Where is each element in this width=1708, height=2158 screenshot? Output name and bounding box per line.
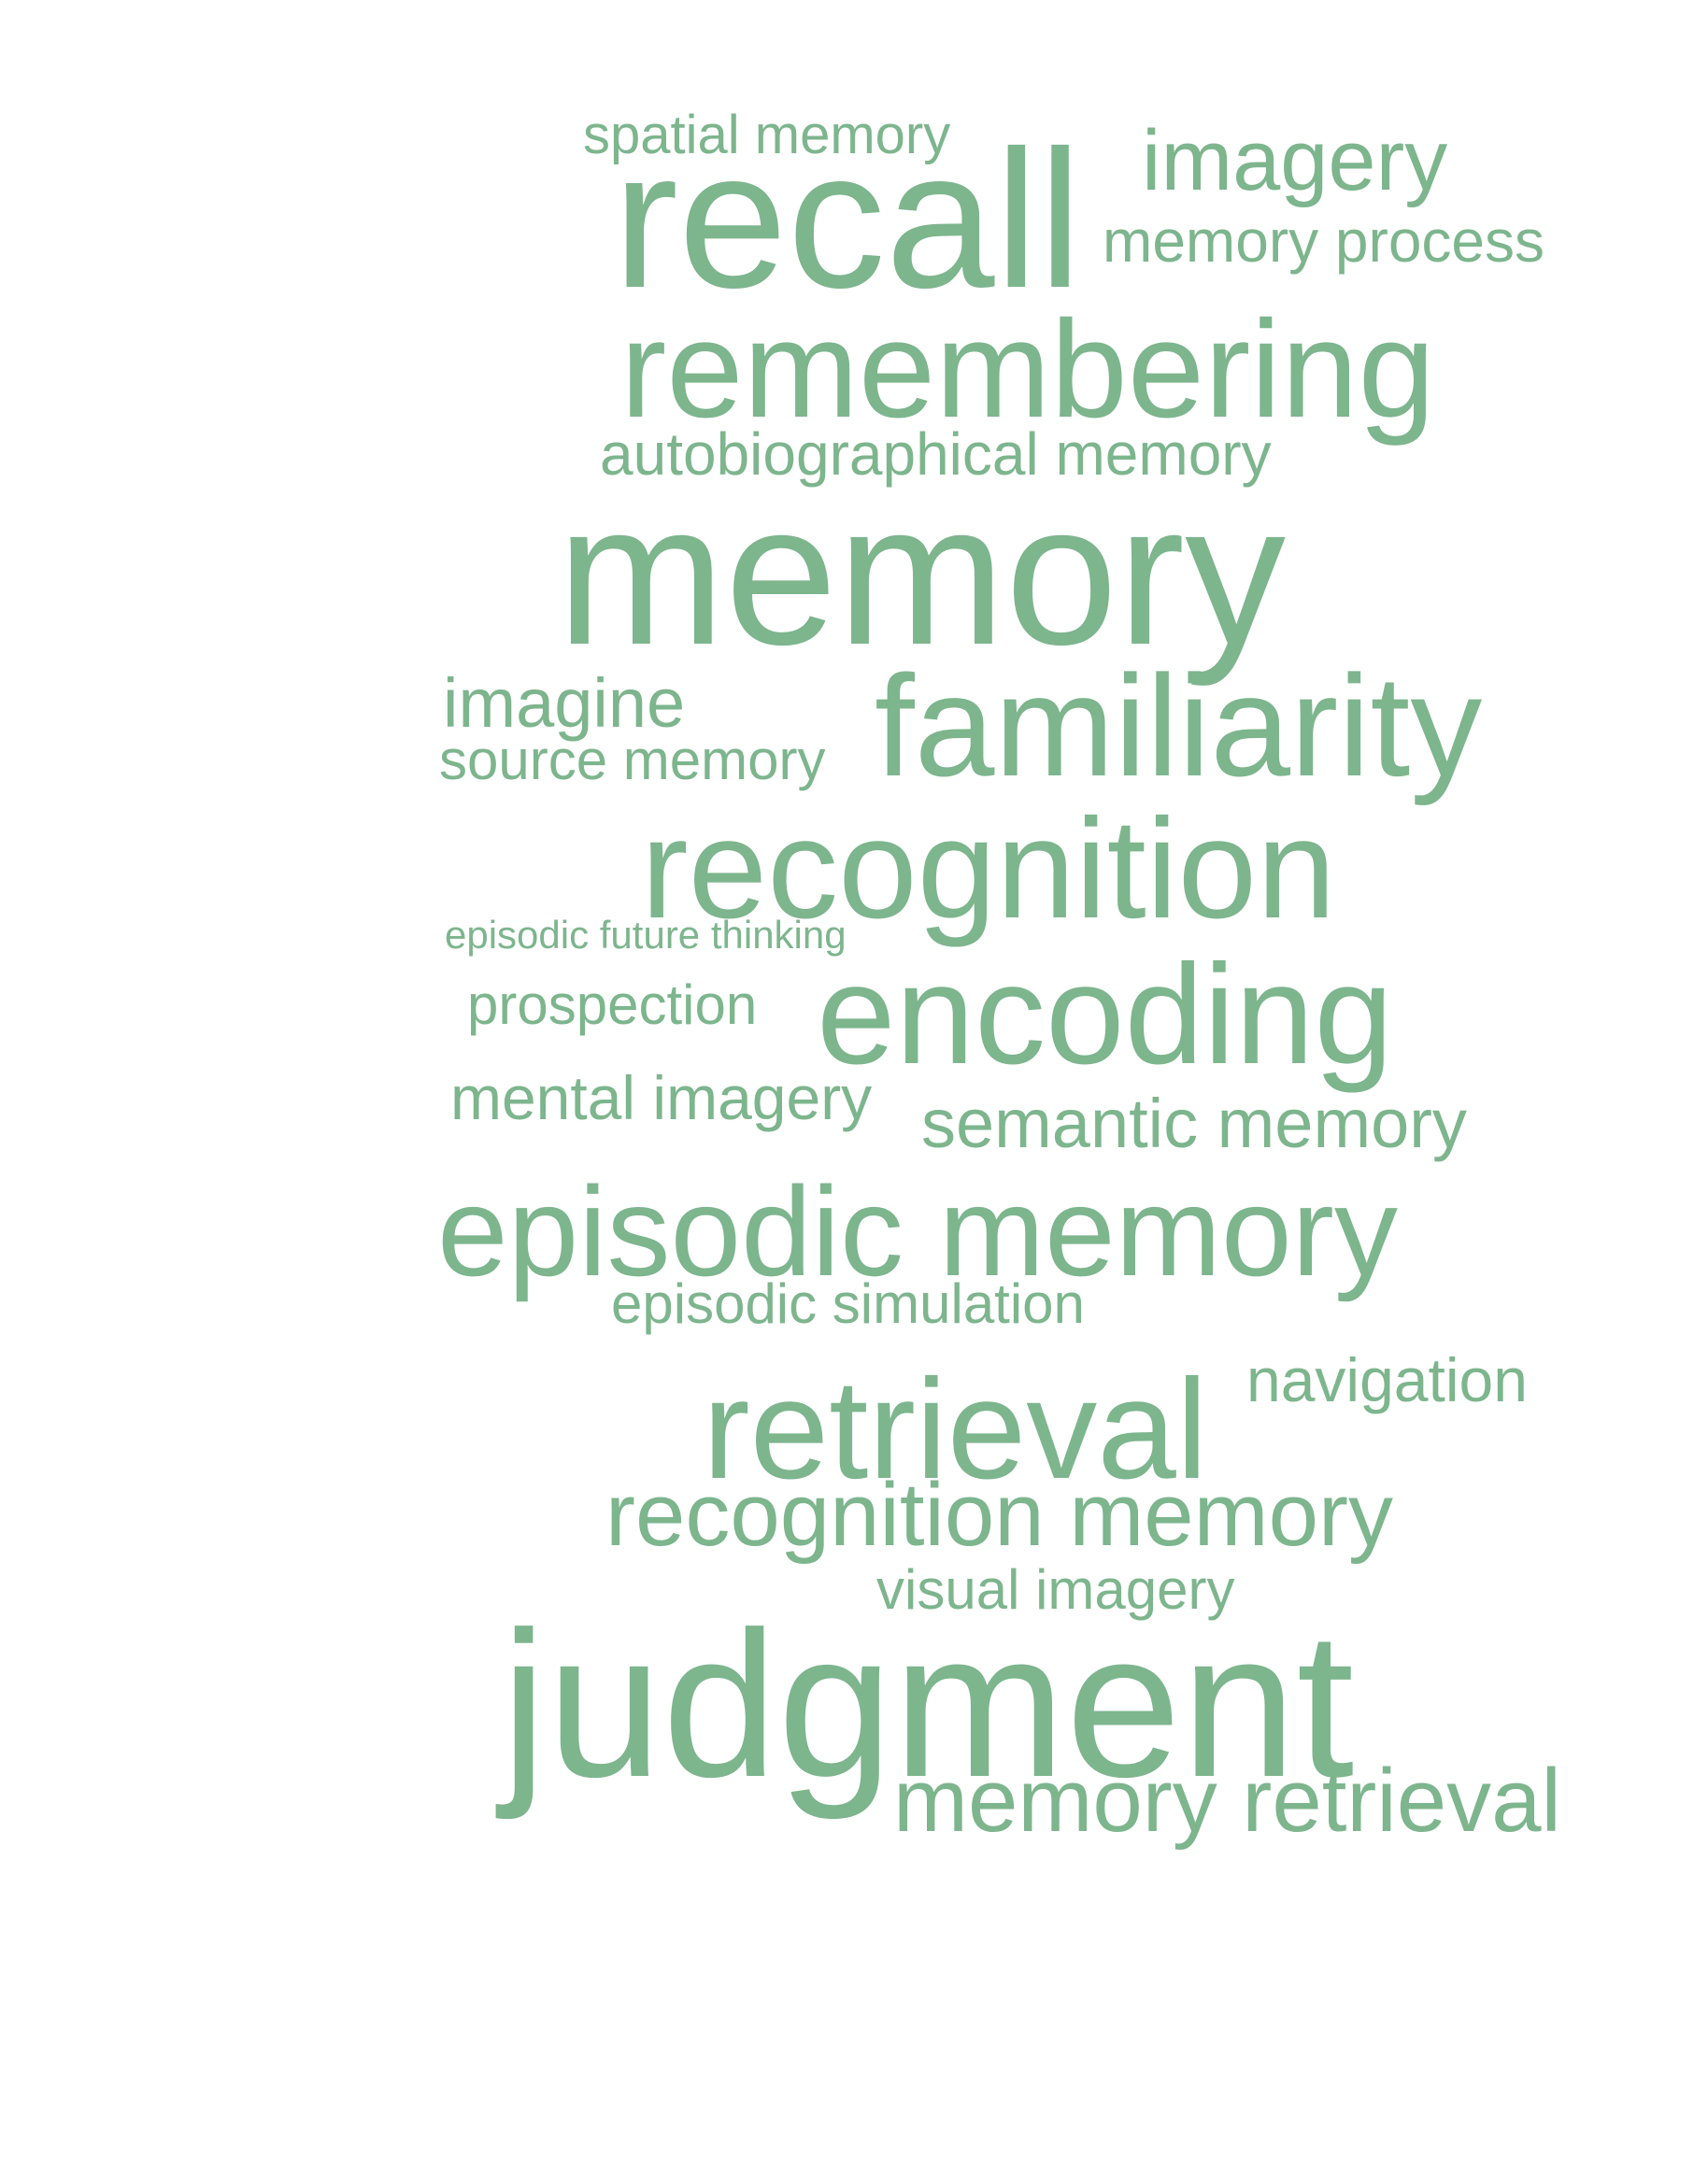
- word-remembering: remembering: [620, 292, 1435, 447]
- word-episodic-future-thinking: episodic future thinking: [445, 913, 847, 957]
- word-spatial-memory: spatial memory: [583, 105, 951, 165]
- word-recognition-memory: recognition memory: [605, 1465, 1393, 1565]
- word-imagery: imagery: [1142, 113, 1448, 208]
- word-recall: recall: [613, 109, 1082, 329]
- word-episodic-memory: episodic memory: [437, 1160, 1398, 1302]
- word-encoding: encoding: [817, 935, 1393, 1094]
- word-familiarity: familiarity: [875, 646, 1483, 806]
- word-navigation: navigation: [1246, 1345, 1528, 1414]
- word-mental-imagery: mental imagery: [450, 1063, 873, 1132]
- word-memory-process: memory process: [1103, 207, 1544, 275]
- word-visual-imagery: visual imagery: [876, 1558, 1235, 1621]
- word-source-memory: source memory: [439, 729, 826, 791]
- word-memory-retrieval: memory retrieval: [893, 1751, 1561, 1851]
- word-prospection: prospection: [467, 973, 758, 1036]
- word-retrieval: retrieval: [703, 1350, 1208, 1509]
- word-episodic-simulation: episodic simulation: [611, 1272, 1085, 1335]
- word-semantic-memory: semantic memory: [921, 1085, 1467, 1162]
- word-autobiographical-memory: autobiographical memory: [600, 420, 1272, 488]
- word-imagine: imagine: [443, 664, 686, 742]
- word-judgment: judgment: [501, 1589, 1355, 1821]
- word-recognition: recognition: [641, 789, 1336, 948]
- word-memory: memory: [557, 461, 1287, 687]
